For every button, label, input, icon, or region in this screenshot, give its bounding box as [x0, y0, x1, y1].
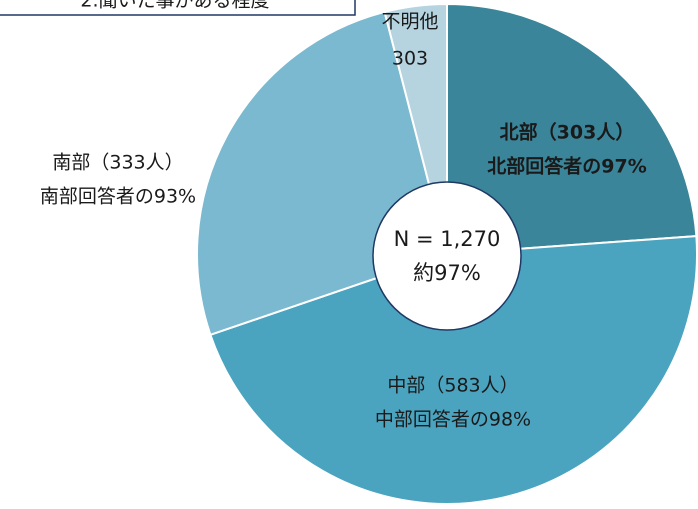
slice-label: 北部（303人） [500, 121, 635, 144]
slice-label: 不明他 [381, 11, 438, 33]
slice-label: 303 [392, 48, 428, 70]
box-label: 2.聞いた事がある程度 [80, 0, 269, 12]
slice-label: 南部回答者の93% [40, 186, 196, 208]
slice-label: 中部（583人） [387, 375, 518, 397]
slice-label: 南部（333人） [52, 152, 183, 174]
center-circle [372, 181, 522, 331]
slice-label: 北部回答者の97% [487, 155, 646, 178]
center-text: 約97% [413, 261, 481, 285]
title-box [0, 0, 356, 16]
pie-slice [209, 235, 698, 505]
center-text: N = 1,270 [394, 227, 501, 251]
slice-label: 中部回答者の98% [375, 409, 531, 431]
pie-slice [446, 2, 698, 256]
